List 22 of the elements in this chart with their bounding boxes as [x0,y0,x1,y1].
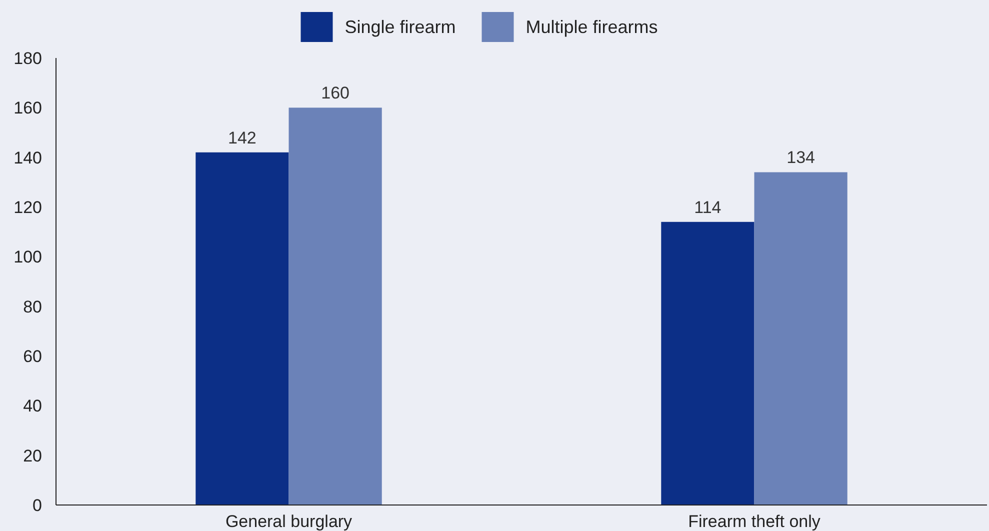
y-tick-label: 40 [23,396,42,416]
legend-label: Multiple firearms [526,17,658,37]
data-label: 142 [228,128,256,148]
bar [288,108,382,505]
x-tick-label: General burglary [225,512,353,531]
y-tick-label: 20 [23,446,42,466]
data-label: 134 [786,148,815,168]
bar [196,152,289,505]
data-label: 160 [321,84,350,103]
legend-label: Single firearm [344,17,456,37]
y-tick-label: 180 [14,49,42,68]
data-label: 114 [694,198,722,217]
y-tick-label: 100 [14,248,42,267]
bar [661,222,754,505]
y-tick-label: 80 [23,297,42,316]
x-tick-label: Firearm theft only [688,512,821,531]
y-tick-label: 140 [14,148,42,168]
y-tick-label: 0 [32,496,42,515]
y-tick-label: 120 [14,198,42,217]
y-tick-label: 60 [23,347,42,366]
y-tick-label: 160 [14,98,42,118]
bar [754,172,848,505]
